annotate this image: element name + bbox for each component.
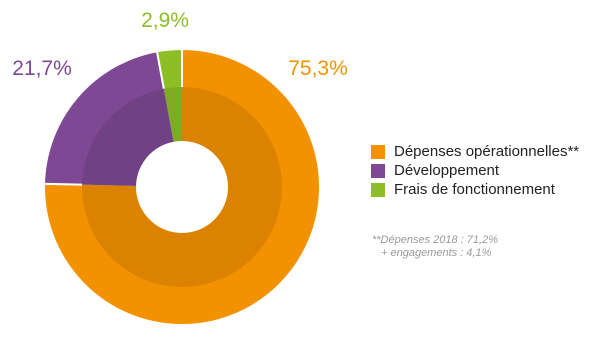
chart-legend: Dépenses opérationnelles** Développement… (371, 142, 579, 199)
legend-item-development: Développement (371, 161, 579, 180)
footnote-line-1: **Dépenses 2018 : 71,2% (372, 234, 498, 246)
slice-label-development: 21,7% (12, 57, 72, 80)
legend-label-operating-costs: Frais de fonctionnement (394, 181, 555, 198)
footnote-line-2: + engagements : 4,1% (381, 247, 492, 259)
legend-swatch-operating-costs (371, 182, 385, 197)
slice-label-operations: 75,3% (288, 57, 348, 80)
legend-label-development: Développement (394, 162, 500, 179)
legend-item-operations: Dépenses opérationnelles** (371, 142, 579, 161)
slice-label-operating-costs: 2,9% (141, 9, 189, 32)
chart-footnote: **Dépenses 2018 : 71,2% + engagements : … (372, 234, 498, 260)
legend-swatch-development (371, 163, 385, 178)
legend-label-operations: Dépenses opérationnelles** (394, 143, 580, 160)
legend-item-operating-costs: Frais de fonctionnement (371, 180, 579, 199)
donut-hole (136, 141, 228, 233)
legend-swatch-operations (371, 144, 385, 159)
